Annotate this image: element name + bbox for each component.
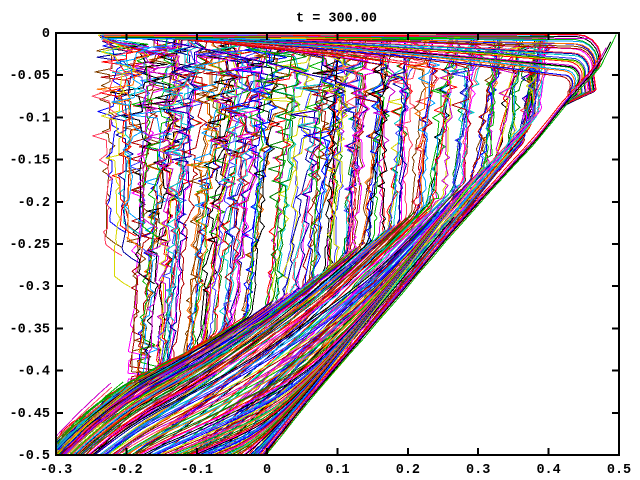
svg-text:-0.45: -0.45 — [9, 407, 50, 422]
svg-text:0.4: 0.4 — [536, 463, 560, 478]
svg-text:-0.1: -0.1 — [18, 111, 50, 126]
svg-text:-0.1: -0.1 — [181, 463, 213, 478]
svg-text:0.3: 0.3 — [466, 463, 490, 478]
svg-text:-0.25: -0.25 — [9, 238, 50, 253]
svg-text:0.2: 0.2 — [396, 463, 420, 478]
svg-text:-0.5: -0.5 — [18, 449, 50, 464]
svg-text:-0.35: -0.35 — [9, 322, 50, 337]
svg-text:-0.2: -0.2 — [110, 463, 142, 478]
svg-text:-0.3: -0.3 — [18, 280, 50, 295]
svg-text:-0.3: -0.3 — [40, 463, 72, 478]
svg-text:-0.05: -0.05 — [9, 69, 50, 84]
svg-text:-0.2: -0.2 — [18, 196, 50, 211]
svg-text:-0.15: -0.15 — [9, 154, 50, 169]
svg-text:0.5: 0.5 — [607, 463, 631, 478]
svg-text:0.1: 0.1 — [325, 463, 349, 478]
svg-text:t = 300.00: t = 300.00 — [296, 12, 377, 27]
svg-text:0: 0 — [42, 27, 50, 42]
svg-text:-0.4: -0.4 — [18, 365, 50, 380]
svg-text:0: 0 — [263, 463, 271, 478]
